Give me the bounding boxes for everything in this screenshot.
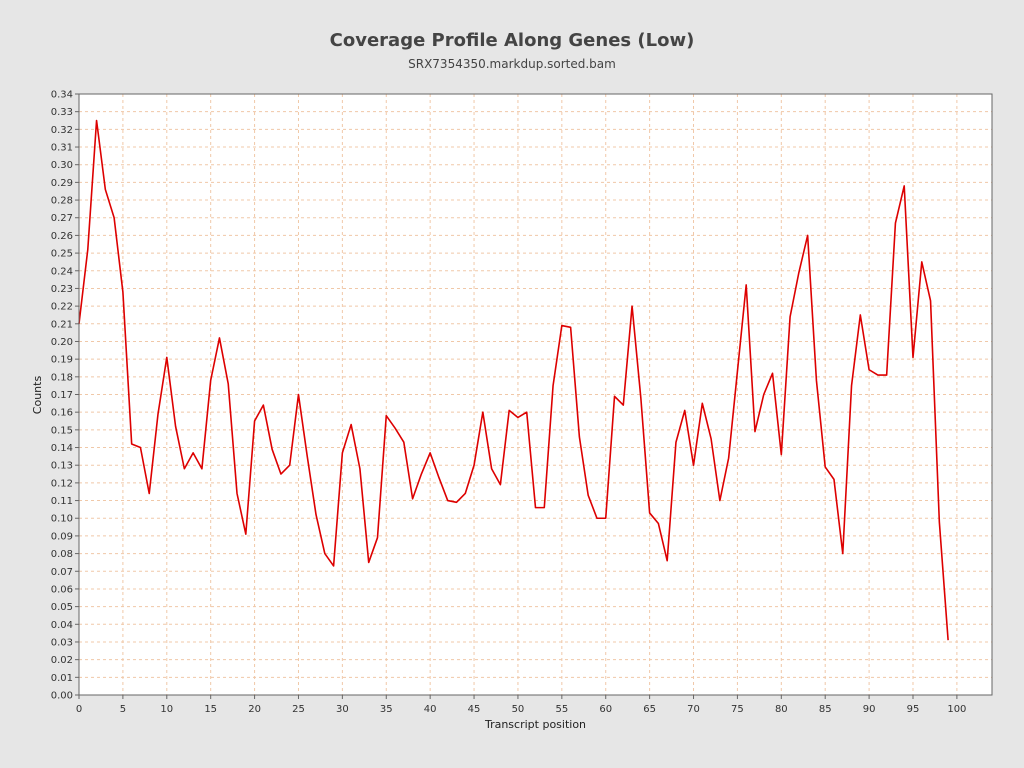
y-tick-label: 0.02	[51, 655, 73, 666]
y-tick-label: 0.20	[51, 337, 73, 348]
x-tick-label: 5	[120, 704, 126, 715]
y-tick-label: 0.34	[51, 90, 73, 101]
x-tick-label: 75	[731, 704, 744, 715]
x-axis: 0 5 10 15 20 25 30 35 40 45 50 55 60 65 70 75 80 85 90 95 10…	[76, 695, 966, 715]
x-tick-label: 60	[599, 704, 612, 715]
y-tick-label: 0.29	[51, 178, 73, 189]
y-tick-label: 0.11	[51, 496, 73, 507]
x-tick-label: 20	[248, 704, 261, 715]
x-axis-label: Transcript position	[484, 718, 586, 731]
y-tick-label: 0.30	[51, 160, 73, 171]
x-tick-label: 100	[947, 704, 966, 715]
y-axis-label: Counts	[31, 376, 44, 415]
y-tick-label: 0.19	[51, 355, 73, 366]
y-tick-label: 0.05	[51, 602, 73, 613]
x-tick-label: 0	[76, 704, 82, 715]
series-layer	[78, 119, 949, 641]
y-tick-label: 0.01	[51, 673, 73, 684]
y-tick-label: 0.18	[51, 372, 73, 383]
y-tick-label: 0.13	[51, 461, 73, 472]
x-tick-label: 90	[863, 704, 876, 715]
y-tick-label: 0.15	[51, 425, 73, 436]
x-tick-label: 30	[336, 704, 349, 715]
y-tick-label: 0.03	[51, 637, 73, 648]
x-tick-label: 40	[424, 704, 437, 715]
x-tick-label: 85	[819, 704, 832, 715]
y-tick-label: 0.07	[51, 567, 73, 578]
y-tick-label: 0.08	[51, 549, 73, 560]
y-axis: 0.00 0.01 0.02 0.03 0.04 0.05 0.06 0.07 0.08 0.09…	[51, 90, 79, 702]
y-tick-label: 0.12	[51, 478, 73, 489]
y-tick-label: 0.33	[51, 107, 73, 118]
y-tick-label: 0.04	[51, 620, 73, 631]
y-tick-label: 0.24	[51, 266, 73, 277]
x-tick-label: 80	[775, 704, 788, 715]
y-tick-label: 0.17	[51, 390, 73, 401]
y-tick-label: 0.22	[51, 302, 73, 313]
y-tick-label: 0.16	[51, 408, 73, 419]
x-tick-label: 35	[380, 704, 393, 715]
y-tick-label: 0.23	[51, 284, 73, 295]
series-line-0	[78, 119, 949, 641]
y-tick-label: 0.14	[51, 443, 73, 454]
y-tick-label: 0.00	[51, 691, 73, 702]
y-tick-label: 0.26	[51, 231, 73, 242]
y-tick-label: 0.28	[51, 196, 73, 207]
y-tick-label: 0.27	[51, 213, 73, 224]
chart-subtitle: SRX7354350.markdup.sorted.bam	[408, 57, 616, 71]
y-tick-label: 0.25	[51, 249, 73, 260]
y-tick-label: 0.21	[51, 319, 73, 330]
x-tick-label: 15	[204, 704, 217, 715]
y-tick-label: 0.31	[51, 143, 73, 154]
x-tick-label: 45	[468, 704, 481, 715]
x-tick-label: 70	[687, 704, 700, 715]
y-tick-label: 0.32	[51, 125, 73, 136]
x-tick-label: 65	[643, 704, 656, 715]
y-tick-label: 0.06	[51, 584, 73, 595]
x-tick-label: 95	[907, 704, 920, 715]
y-tick-label: 0.09	[51, 531, 73, 542]
x-tick-label: 50	[512, 704, 525, 715]
x-tick-label: 55	[555, 704, 568, 715]
x-tick-label: 10	[160, 704, 173, 715]
chart-title: Coverage Profile Along Genes (Low)	[329, 30, 695, 51]
x-tick-label: 25	[292, 704, 305, 715]
y-tick-label: 0.10	[51, 514, 73, 525]
